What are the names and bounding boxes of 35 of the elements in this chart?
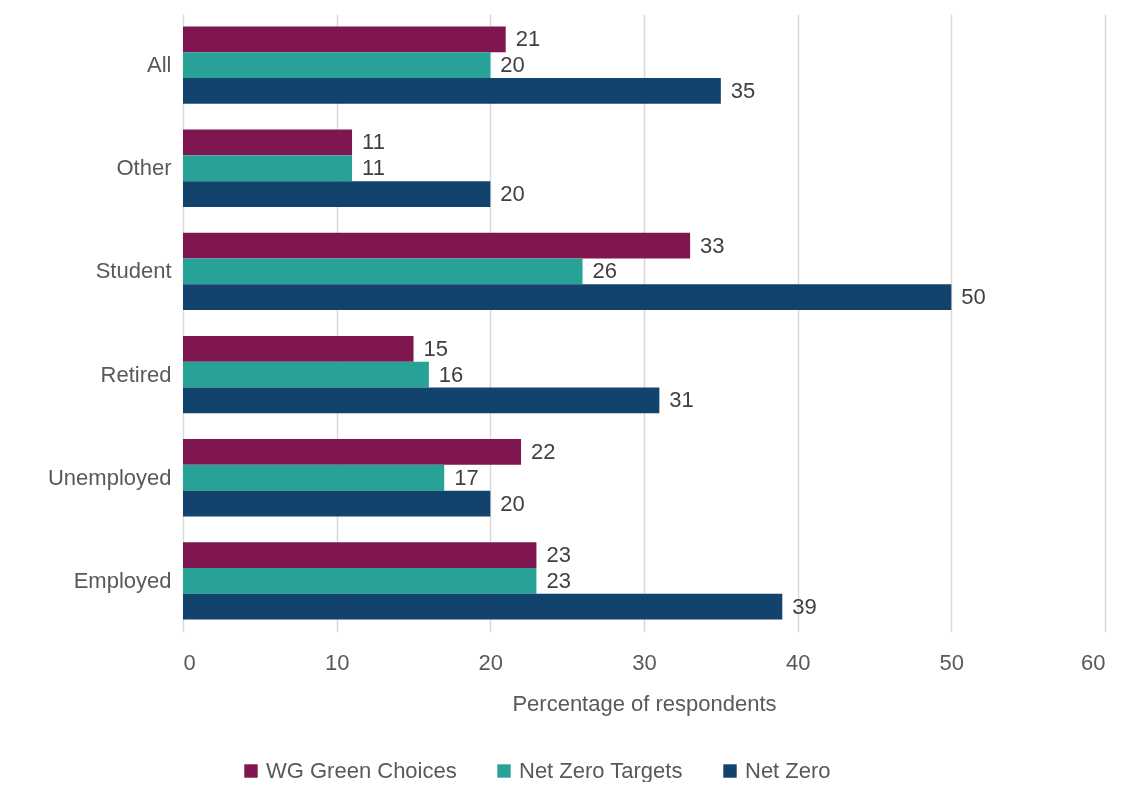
y-tick-label: Student	[95, 258, 172, 284]
x-tick-label: 30	[632, 649, 657, 675]
y-tick-label: Other	[116, 155, 172, 181]
data-label: 21	[515, 26, 541, 52]
data-label: 16	[438, 361, 464, 387]
legend-label: Net Zero Targets	[519, 758, 683, 783]
x-tick-label: 10	[324, 649, 350, 675]
data-label: 35	[730, 77, 756, 103]
x-tick-label: 20	[478, 649, 504, 675]
data-label: 11	[362, 129, 385, 155]
data-label: 50	[961, 284, 986, 310]
data-label: 31	[669, 387, 694, 413]
x-axis-title: Percentage of respondents	[512, 690, 777, 716]
x-tick-label: 0	[183, 649, 196, 675]
x-tick-label: 40	[785, 649, 811, 675]
y-tick-label: Employed	[73, 567, 172, 593]
data-label: 20	[500, 181, 525, 207]
legend-label: Net Zero	[745, 758, 831, 783]
data-label: 39	[792, 593, 817, 619]
x-tick-label: 50	[939, 649, 965, 675]
data-label: 26	[592, 258, 618, 284]
x-tick-label: 60	[1081, 649, 1106, 675]
y-tick-label: Retired	[100, 361, 172, 387]
data-label: 17	[454, 464, 479, 490]
data-label: 33	[700, 232, 725, 258]
y-tick-label: All	[147, 52, 172, 78]
data-label: 23	[546, 542, 571, 568]
data-label: 23	[546, 567, 571, 593]
legend-label: WG Green Choices	[266, 758, 457, 783]
data-label: 20	[500, 52, 525, 78]
y-tick-label: Unemployed	[47, 464, 172, 490]
data-label: 22	[531, 438, 556, 464]
data-label: 11	[362, 155, 385, 181]
data-label: 15	[423, 335, 448, 361]
data-label: 20	[500, 490, 525, 516]
